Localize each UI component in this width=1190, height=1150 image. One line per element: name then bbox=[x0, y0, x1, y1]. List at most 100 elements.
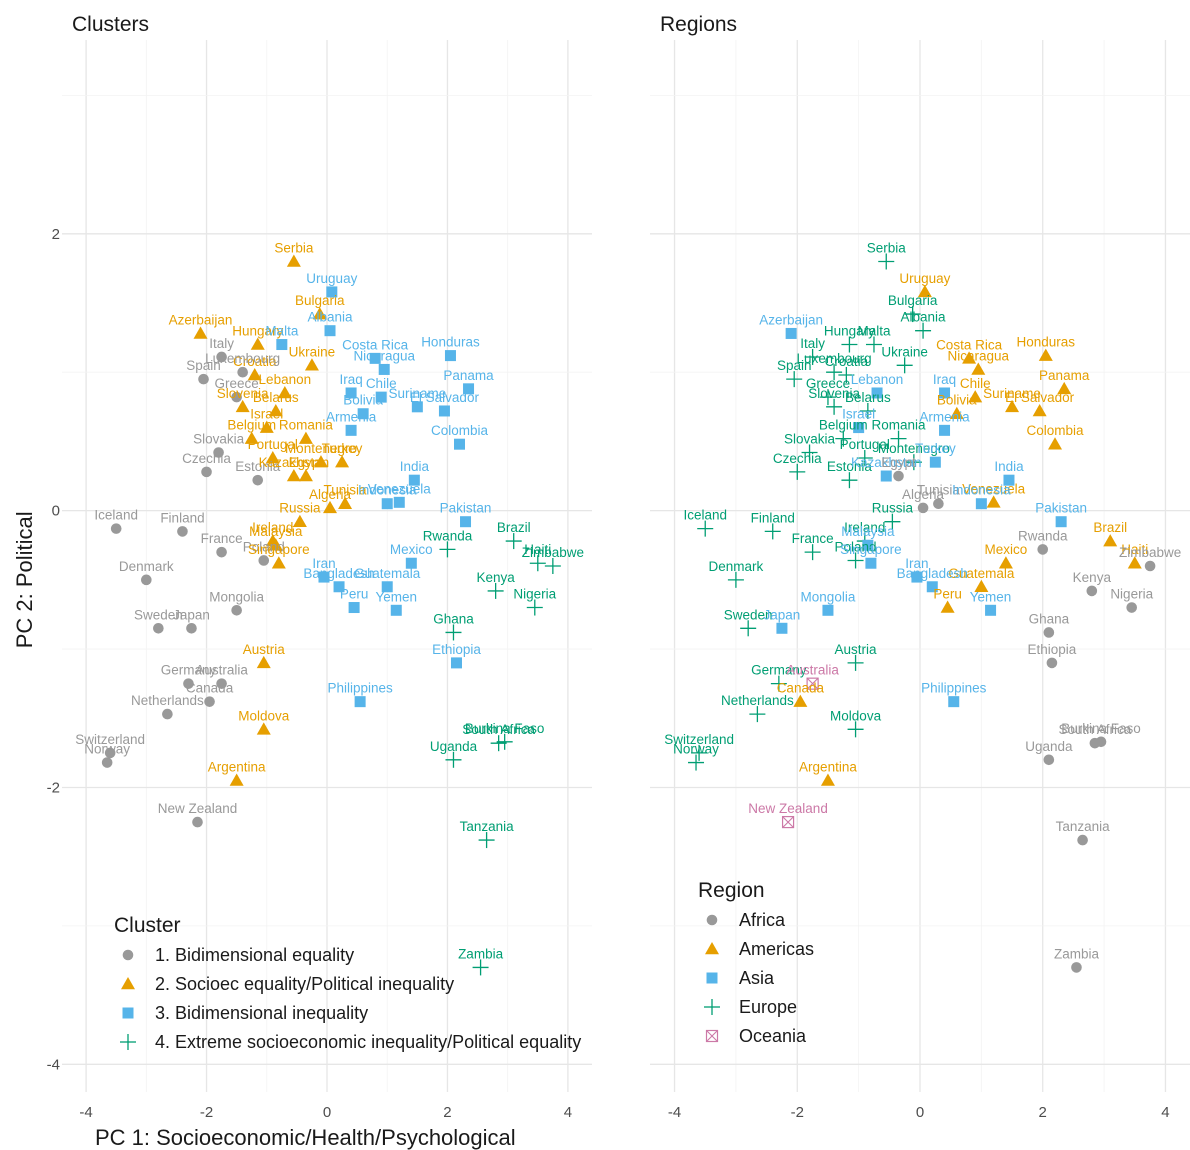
point-burkina-faso bbox=[496, 733, 513, 750]
legend-label-africa: Africa bbox=[739, 910, 786, 930]
point-label-philippines: Philippines bbox=[327, 681, 393, 696]
point-label-japan: Japan bbox=[173, 607, 210, 622]
point-label-finland: Finland bbox=[751, 510, 795, 525]
point-label-poland: Poland bbox=[835, 539, 877, 554]
point-portugal bbox=[856, 450, 873, 467]
legend: Region Africa Americas Asia Europe Oceania bbox=[698, 879, 814, 1046]
point-honduras bbox=[1038, 348, 1053, 361]
legend-marker-oceania bbox=[705, 1029, 719, 1043]
point-india bbox=[408, 474, 420, 486]
legend-title: Cluster bbox=[114, 914, 181, 937]
point-label-norway: Norway bbox=[673, 742, 719, 757]
point-label-serbia: Serbia bbox=[867, 240, 907, 255]
point-label-panama: Panama bbox=[443, 368, 494, 383]
point-chile bbox=[375, 391, 387, 403]
y-tick-label: -2 bbox=[47, 779, 60, 796]
point-uganda bbox=[445, 751, 462, 768]
point-russia bbox=[884, 513, 901, 530]
point-philippines bbox=[948, 696, 960, 708]
point-label-bangladesh: Bangladesh bbox=[303, 566, 374, 581]
x-tick-label: -2 bbox=[791, 1104, 804, 1121]
point-philippines bbox=[354, 696, 366, 708]
point-venezuela bbox=[393, 496, 405, 508]
point-azerbaijan bbox=[193, 326, 208, 339]
point-haiti bbox=[529, 555, 546, 572]
point-label-tanzania: Tanzania bbox=[460, 819, 515, 834]
point-label-colombia: Colombia bbox=[1026, 423, 1084, 438]
point-label-denmark: Denmark bbox=[119, 559, 174, 574]
point-label-kazakhstan: Kazakhstan bbox=[259, 455, 330, 470]
point-label-denmark: Denmark bbox=[709, 559, 764, 574]
point-tunisia bbox=[338, 496, 353, 509]
y-tick-label: -4 bbox=[47, 1056, 60, 1073]
point-australia bbox=[216, 678, 227, 689]
point-guatemala bbox=[381, 581, 393, 593]
point-label-azerbaijan: Azerbaijan bbox=[169, 312, 233, 327]
point-montenegro bbox=[313, 455, 328, 468]
point-label-iran: Iran bbox=[905, 556, 928, 571]
point-ghana bbox=[445, 624, 462, 641]
point-label-lebanon: Lebanon bbox=[851, 372, 904, 387]
point-canada bbox=[204, 696, 215, 707]
point-colombia bbox=[454, 438, 465, 450]
point-label-rwanda: Rwanda bbox=[423, 528, 473, 543]
point-belarus bbox=[859, 402, 876, 419]
point-label-croatia: Croatia bbox=[233, 354, 277, 369]
point-label-malaysia: Malaysia bbox=[841, 524, 895, 539]
point-croatia bbox=[247, 367, 262, 381]
point-label-luxembourg: Luxembourg bbox=[205, 351, 280, 366]
points: Serbia Uruguay Bulgaria Albania AzerbaijanHu… bbox=[75, 240, 584, 976]
point-label-tunisia: Tunisia bbox=[917, 483, 961, 498]
point-south-africa bbox=[490, 735, 507, 752]
point-label-tanzania: Tanzania bbox=[1056, 819, 1111, 834]
point-canada bbox=[793, 694, 808, 707]
point-singapore bbox=[865, 557, 877, 569]
point-belgium bbox=[835, 430, 852, 447]
x-axis-title: PC 1: Socioeconomic/Health/Psychological bbox=[95, 1125, 516, 1150]
point-mongolia bbox=[231, 604, 242, 616]
point-new-zealand bbox=[192, 816, 203, 828]
grid bbox=[650, 40, 1190, 1092]
point-argentina bbox=[229, 773, 244, 786]
legend-label-asia: Asia bbox=[739, 968, 775, 988]
point-egypt bbox=[298, 469, 313, 482]
point-estonia bbox=[841, 472, 858, 489]
point-tunisia bbox=[933, 498, 944, 510]
point-label-estonia: Estonia bbox=[827, 459, 873, 474]
point-label-netherlands: Netherlands bbox=[131, 693, 204, 708]
point-label-lebanon: Lebanon bbox=[259, 372, 312, 387]
point-iran bbox=[318, 571, 330, 583]
point-label-nicaragua: Nicaragua bbox=[353, 348, 415, 363]
point-label-turkey: Turkey bbox=[915, 441, 956, 456]
point-brazil bbox=[1103, 534, 1118, 547]
point-label-armenia: Armenia bbox=[919, 409, 970, 424]
point-label-bangladesh: Bangladesh bbox=[897, 566, 968, 581]
point-moldova bbox=[256, 722, 271, 735]
point-norway bbox=[101, 757, 113, 768]
point-venezuela bbox=[986, 495, 1001, 508]
point-rwanda bbox=[439, 541, 456, 558]
point-netherlands bbox=[162, 708, 173, 720]
point-turkey bbox=[335, 455, 350, 468]
point-label-argentina: Argentina bbox=[799, 760, 857, 775]
point-portugal bbox=[265, 451, 280, 464]
point-nicaragua bbox=[971, 362, 986, 375]
point-label-argentina: Argentina bbox=[208, 760, 266, 775]
legend-label-c2: 2. Socioec equality/Political inequality bbox=[155, 974, 454, 994]
point-mexico bbox=[405, 557, 417, 569]
point-iraq bbox=[939, 387, 951, 399]
point-label-uruguay: Uruguay bbox=[899, 271, 950, 286]
point-bolivia bbox=[949, 406, 964, 419]
legend-label-c1: 1. Bidimensional equality bbox=[155, 945, 354, 965]
legend-title: Region bbox=[698, 879, 765, 902]
point-label-nigeria: Nigeria bbox=[513, 587, 556, 602]
point-label-slovakia: Slovakia bbox=[784, 431, 836, 446]
point-indonesia bbox=[975, 498, 987, 510]
points: Serbia Uruguay Bulgaria Albania AzerbaijanHu… bbox=[664, 240, 1181, 973]
point-label-albania: Albania bbox=[901, 310, 947, 325]
legend-marker-asia bbox=[706, 972, 718, 984]
point-label-greece: Greece bbox=[806, 376, 850, 391]
point-label-albania: Albania bbox=[307, 310, 353, 325]
point-label-israel: Israel bbox=[250, 407, 283, 422]
point-label-pakistan: Pakistan bbox=[1035, 501, 1087, 516]
